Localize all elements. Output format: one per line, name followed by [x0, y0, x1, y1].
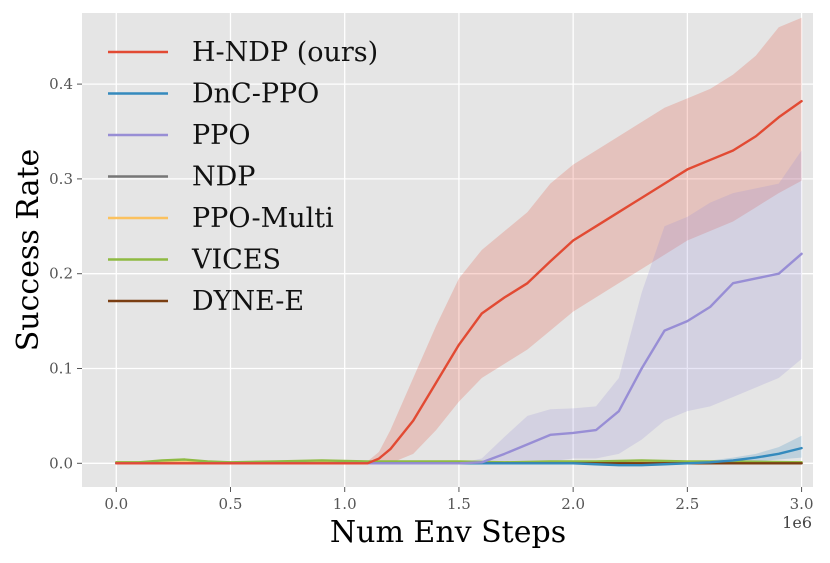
legend-label-ppo-multi: PPO-Multi	[192, 203, 334, 234]
line-vices	[115, 458, 803, 464]
y-tick-label: 0.1	[49, 360, 73, 378]
x-tick-label: 1.0	[333, 495, 357, 513]
x-tick-label: 0.0	[104, 495, 128, 513]
y-tick-label: 0.3	[49, 170, 73, 188]
x-tick-label: 0.5	[219, 495, 243, 513]
x-tick-label: 3.0	[790, 495, 814, 513]
x-tick-label: 2.0	[561, 495, 585, 513]
legend-label-ppo: PPO	[192, 120, 250, 151]
y-axis-title: Success Rate	[11, 149, 46, 352]
y-tick-label: 0.0	[49, 454, 73, 472]
band-h-ndp-ours	[116, 17, 802, 464]
confidence-bands	[116, 17, 802, 467]
line-h-ndp-ours	[115, 99, 803, 465]
x-tick-label: 2.5	[675, 495, 699, 513]
band-ppo	[116, 150, 802, 464]
legend-label-ndp: NDP	[192, 162, 255, 193]
y-axis-ticks: 0.0 0.1 0.2 0.3 0.4	[49, 75, 82, 472]
legend-label-h-ndp-ours: H-NDP (ours)	[192, 37, 378, 68]
legend-label-vices: VICES	[191, 245, 281, 276]
x-tick-label: 1.5	[447, 495, 471, 513]
legend-label-dyne-e: DYNE-E	[192, 286, 304, 317]
legend-label-dnc-ppo: DnC-PPO	[192, 79, 319, 110]
x-axis-ticks: 0.0 0.5 1.0 1.5 2.0 2.5 3.0	[104, 487, 814, 513]
x-offset-label: 1e6	[782, 513, 812, 532]
x-axis-title: Num Env Steps	[330, 515, 566, 550]
y-tick-label: 0.4	[49, 75, 73, 93]
plot-background	[82, 13, 813, 487]
line-ppo	[115, 252, 803, 465]
y-tick-label: 0.2	[49, 265, 73, 283]
series-lines	[115, 99, 803, 467]
legend: H-NDP (ours) DnC-PPO PPO NDP PPO-Multi VICES D…	[108, 37, 378, 317]
